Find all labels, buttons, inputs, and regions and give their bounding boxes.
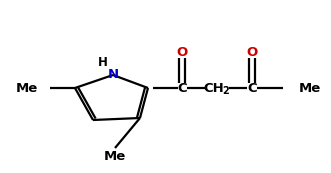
- Text: O: O: [176, 45, 188, 58]
- Text: 2: 2: [223, 86, 229, 96]
- Text: H: H: [98, 57, 108, 70]
- Text: Me: Me: [16, 81, 38, 94]
- Text: C: C: [177, 81, 187, 94]
- Text: Me: Me: [299, 81, 321, 94]
- Text: C: C: [247, 81, 257, 94]
- Text: N: N: [108, 69, 118, 81]
- Text: Me: Me: [104, 151, 126, 163]
- Text: O: O: [246, 45, 258, 58]
- Text: CH: CH: [204, 81, 224, 94]
